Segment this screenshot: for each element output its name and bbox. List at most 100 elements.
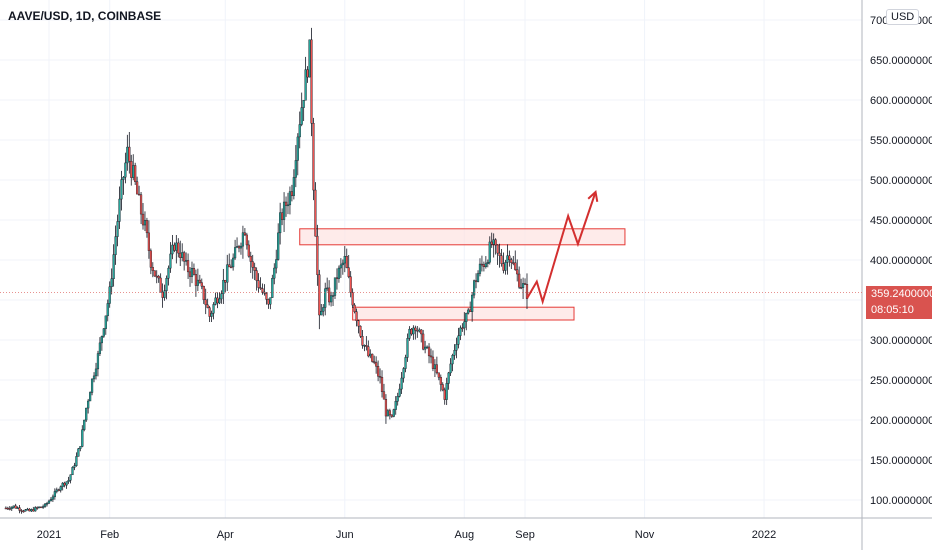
candle-body: [486, 262, 489, 264]
candle-body: [190, 268, 194, 277]
candle-body: [494, 239, 497, 246]
candle-body: [351, 292, 354, 306]
candle-body: [90, 378, 94, 393]
candle-body: [51, 496, 54, 500]
candle-body: [28, 508, 31, 512]
candle-body: [208, 307, 211, 317]
candle-body: [441, 384, 444, 391]
candle-body: [514, 262, 517, 270]
candle-body: [124, 162, 127, 178]
candle-body: [175, 242, 178, 251]
zone-rect-1[interactable]: [299, 228, 626, 246]
candle-body: [10, 506, 13, 509]
candle-body: [71, 467, 74, 476]
candle-body: [83, 419, 86, 430]
candle-body: [412, 327, 415, 335]
candle-body: [498, 252, 501, 256]
candle-body: [104, 315, 107, 329]
candle-body: [69, 474, 72, 481]
candle-body: [277, 232, 280, 260]
candle-body: [523, 283, 527, 285]
candle-body: [255, 270, 258, 281]
candle-body: [465, 312, 468, 322]
candle-body: [427, 346, 431, 357]
candle-body: [416, 329, 419, 332]
candle-body: [253, 267, 256, 271]
candle-body: [47, 500, 51, 504]
projection-arrowhead: [587, 190, 599, 203]
candle-body: [408, 328, 411, 339]
candle-body: [224, 279, 227, 283]
candle-body: [316, 235, 319, 275]
x-tick-label: 2022: [752, 529, 776, 541]
candle-body: [196, 279, 199, 286]
candle-body: [392, 409, 395, 417]
candle-body: [222, 279, 225, 294]
candle-body: [210, 312, 213, 317]
candle-body: [128, 146, 131, 162]
candle-body: [218, 298, 221, 304]
projection-path[interactable]: [526, 191, 597, 306]
candle-body: [24, 509, 27, 512]
candle-body: [92, 375, 96, 380]
x-tick-label: Apr: [217, 529, 234, 541]
candle-body: [378, 376, 382, 378]
candle-body: [204, 299, 207, 306]
candle-body: [420, 329, 423, 335]
candle-body: [484, 263, 487, 268]
candle-body: [333, 277, 337, 296]
currency-badge[interactable]: USD: [886, 9, 920, 25]
candle-body: [288, 191, 292, 206]
candle-body: [296, 136, 299, 161]
y-tick-label: 600.00000000: [870, 95, 932, 107]
candle-body: [506, 255, 509, 263]
candle-body: [100, 336, 103, 344]
zone-rect-2[interactable]: [352, 306, 575, 321]
candle-body: [308, 39, 311, 78]
candle-body: [369, 353, 372, 357]
candle-body: [429, 355, 433, 358]
candle-body: [518, 273, 521, 288]
candle-body: [173, 244, 176, 251]
candle-body: [320, 311, 323, 316]
candle-body: [302, 100, 305, 108]
candle-body: [337, 267, 341, 279]
candle-body: [398, 388, 401, 397]
candle-body: [476, 273, 480, 282]
candle-body: [404, 357, 407, 369]
x-tick-label: Aug: [455, 529, 475, 541]
candle-body: [435, 364, 438, 373]
candle-body: [147, 232, 150, 251]
candle-body: [453, 350, 456, 356]
candle-body: [214, 297, 217, 305]
candle-body: [261, 288, 264, 293]
candle-body: [143, 220, 147, 226]
candle-body: [347, 267, 350, 277]
candle-body: [331, 295, 335, 297]
candle-body: [87, 400, 90, 409]
candle-body: [365, 345, 368, 347]
candle-body: [171, 244, 174, 255]
candle-body: [502, 263, 505, 271]
candle-body: [324, 288, 327, 308]
candle-body: [284, 201, 288, 206]
candle-body: [110, 278, 113, 288]
candle-body: [198, 279, 201, 283]
candle-body: [463, 321, 466, 329]
candle-body: [8, 508, 11, 510]
candle-body: [300, 107, 303, 125]
candle-body: [42, 506, 45, 508]
candle-body: [22, 510, 25, 513]
candle-body: [525, 284, 529, 299]
candle-body: [396, 396, 399, 402]
candle-body: [145, 220, 149, 234]
candle-body: [157, 275, 160, 279]
candle-body: [275, 259, 278, 269]
candle-body: [390, 414, 393, 417]
candle-body: [500, 255, 503, 264]
candle-body: [220, 293, 223, 300]
candle-body: [380, 377, 384, 392]
candle-body: [38, 506, 41, 509]
candle-body: [455, 344, 458, 351]
